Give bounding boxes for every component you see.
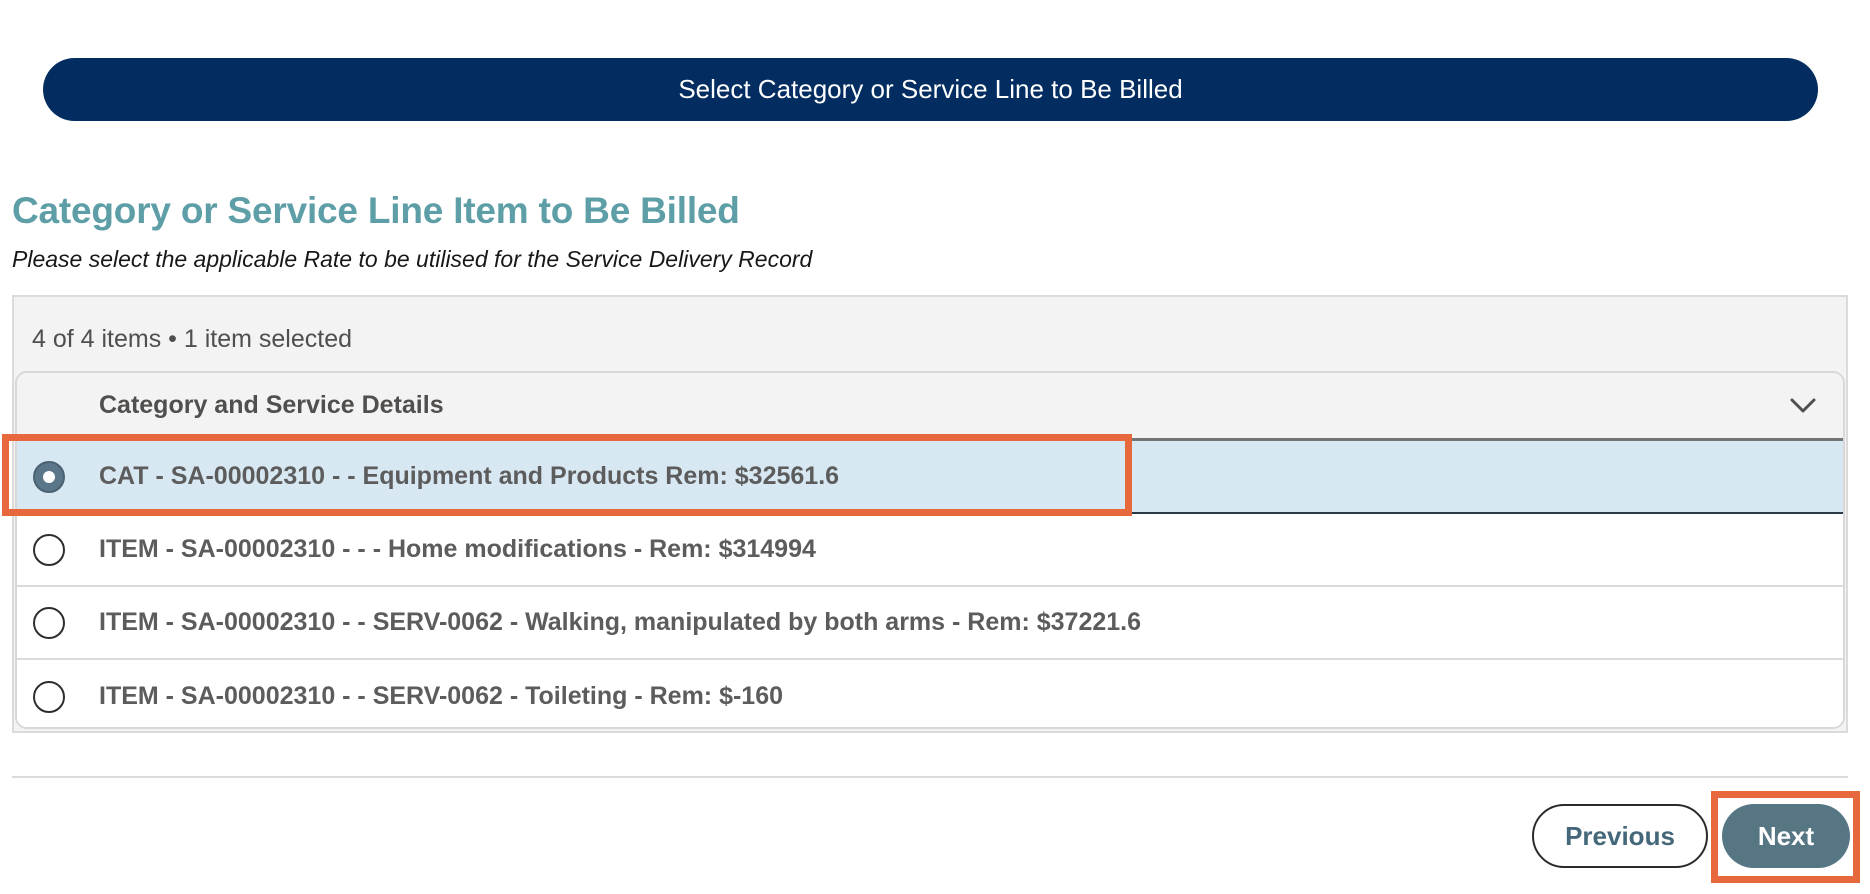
table-header: Category and Service Details bbox=[17, 373, 1843, 441]
previous-button[interactable]: Previous bbox=[1532, 804, 1708, 868]
selection-table: Category and Service Details CAT - SA-00… bbox=[15, 371, 1845, 729]
footer-divider bbox=[12, 776, 1848, 778]
row-radio[interactable] bbox=[33, 533, 65, 566]
chevron-down-icon[interactable] bbox=[1789, 393, 1817, 417]
selection-list: 4 of 4 items • 1 item selected Category … bbox=[12, 295, 1848, 733]
banner-title: Select Category or Service Line to Be Bi… bbox=[678, 74, 1183, 104]
table-row[interactable]: ITEM - SA-00002310 - - SERV-0062 - Walki… bbox=[17, 587, 1843, 660]
row-radio[interactable] bbox=[33, 606, 65, 639]
next-button[interactable]: Next bbox=[1722, 804, 1850, 868]
item-count: 4 of 4 items • 1 item selected bbox=[32, 325, 353, 353]
table-row[interactable]: CAT - SA-00002310 - - Equipment and Prod… bbox=[17, 441, 1843, 514]
row-label: ITEM - SA-00002310 - - - Home modificati… bbox=[99, 535, 816, 563]
row-label: ITEM - SA-00002310 - - SERV-0062 - Toile… bbox=[99, 682, 784, 710]
row-label: CAT - SA-00002310 - - Equipment and Prod… bbox=[99, 462, 840, 490]
table-row[interactable]: ITEM - SA-00002310 - - - Home modificati… bbox=[17, 514, 1843, 587]
row-radio[interactable] bbox=[33, 680, 65, 713]
section-instruction: Please select the applicable Rate to be … bbox=[12, 246, 813, 272]
column-header-label: Category and Service Details bbox=[99, 391, 444, 419]
row-radio[interactable] bbox=[33, 460, 65, 493]
section-heading: Category or Service Line Item to Be Bill… bbox=[12, 190, 740, 231]
row-label: ITEM - SA-00002310 - - SERV-0062 - Walki… bbox=[99, 608, 1142, 636]
table-row[interactable]: ITEM - SA-00002310 - - SERV-0062 - Toile… bbox=[17, 660, 1843, 727]
page-banner: Select Category or Service Line to Be Bi… bbox=[43, 58, 1818, 121]
